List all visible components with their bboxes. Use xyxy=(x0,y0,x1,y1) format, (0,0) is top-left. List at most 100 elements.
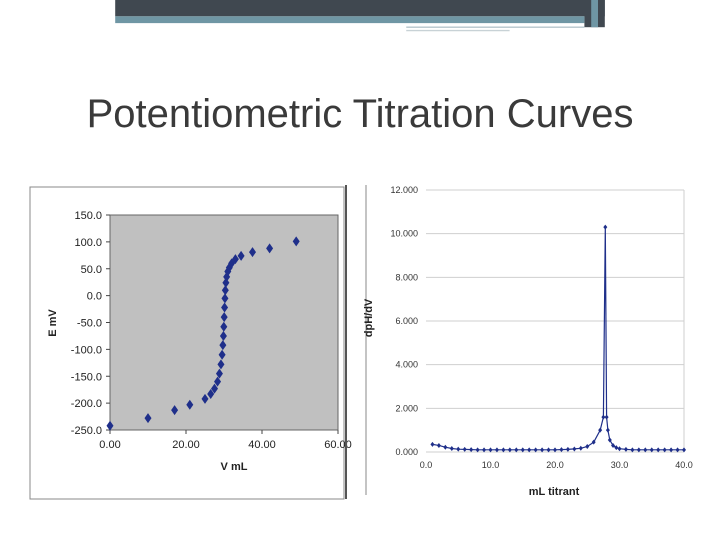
chart2-data-point xyxy=(501,447,506,453)
chart2-y-tick-label: 0.000 xyxy=(395,447,418,457)
chart2-data-point xyxy=(591,439,596,445)
chart1-data-point xyxy=(186,399,194,410)
chart2-data-point xyxy=(611,442,616,448)
chart2-data-point xyxy=(546,447,551,453)
chart1-data-point xyxy=(221,302,229,313)
chart2-data-point xyxy=(630,447,635,453)
chart1-data-point xyxy=(214,376,222,387)
chart2-data-point xyxy=(598,427,603,433)
chart1-data-point xyxy=(211,383,218,394)
chart2-series-line xyxy=(432,227,684,451)
chart2-data-point xyxy=(430,441,435,447)
chart1-x-tick-label: 60.00 xyxy=(324,439,352,451)
chart1-data-point xyxy=(144,413,152,424)
chart2-data-point xyxy=(643,447,648,453)
chart1-data-point xyxy=(237,250,245,261)
chart2-data-point xyxy=(649,447,654,453)
chart2-data-point xyxy=(578,445,583,451)
chart2-data-point xyxy=(436,442,441,448)
chart1-y-tick-label: 50.0 xyxy=(81,264,102,276)
chart2-data-point xyxy=(507,447,512,453)
chart1-y-tick-label: 150.0 xyxy=(74,210,102,222)
chart2-x-tick-label: 0.0 xyxy=(420,460,433,470)
chart2-x-tick-label: 10.0 xyxy=(482,460,500,470)
slide-title: Potentiometric Titration Curves xyxy=(86,92,634,136)
chart1-data-point xyxy=(292,236,300,247)
chart2-data-point xyxy=(669,447,674,453)
derivative-chart: 12.000 10.000 8.000 6.000 4.000 2.000 0.000 0.… xyxy=(363,185,693,498)
chart1-data-point xyxy=(225,262,233,273)
chart1-data-point xyxy=(221,293,229,304)
chart2-data-point xyxy=(603,224,608,230)
chart2-x-axis-label: mL titrant xyxy=(529,486,580,498)
chart1-x-tick-label: 0.00 xyxy=(99,439,120,451)
chart1-x-tick-label: 40.00 xyxy=(248,439,276,451)
chart1-data-point xyxy=(231,254,239,265)
chart2-data-point xyxy=(533,447,538,453)
chart1-data-point xyxy=(219,330,227,341)
chart1-data-point xyxy=(201,393,209,404)
chart1-x-tick-label: 20.00 xyxy=(172,439,200,451)
chart2-data-point xyxy=(494,447,499,453)
chart1-data-point xyxy=(249,247,256,258)
chart2-data-point xyxy=(456,446,461,452)
chart1-y-tick-label: -50.0 xyxy=(77,318,102,330)
chart1-data-point xyxy=(215,368,223,379)
chart2-y-tick-label: 8.000 xyxy=(395,272,418,282)
chart2-data-point xyxy=(617,446,622,452)
chart2-x-tick-label: 30.0 xyxy=(611,460,629,470)
chart2-data-point xyxy=(636,447,641,453)
chart2-data-point xyxy=(656,447,661,453)
chart2-data-point xyxy=(482,447,487,453)
top-bar-band xyxy=(115,0,605,17)
chart2-data-point xyxy=(449,446,454,452)
chart2-data-point xyxy=(462,446,467,452)
chart1-y-tick-label: -150.0 xyxy=(71,371,102,383)
potential-vs-volume-chart: 150.0 100.0 50.0 0.0 -50.0 -100.0 -150.0 -200.0… xyxy=(29,185,352,500)
chart2-data-point xyxy=(469,447,474,453)
chart1-y-axis-label: E mV xyxy=(47,309,59,337)
chart2-data-point xyxy=(604,414,609,420)
chart1-data-point xyxy=(221,285,229,296)
chart2-data-point xyxy=(572,446,577,452)
chart2-y-tick-label: 12.000 xyxy=(390,185,418,195)
chart1-y-tick-label: -200.0 xyxy=(71,398,102,410)
chart2-data-point xyxy=(553,447,557,453)
chart2-data-point xyxy=(675,447,680,453)
chart1-y-tick-label: 100.0 xyxy=(74,237,102,249)
top-bar-accent-stripe xyxy=(115,16,585,24)
chart2-data-point xyxy=(475,447,480,453)
chart2-data-point xyxy=(520,447,525,453)
chart1-y-tick-label: -250.0 xyxy=(71,425,102,437)
chart2-y-tick-label: 4.000 xyxy=(395,360,418,370)
chart2-x-tick-label: 20.0 xyxy=(546,460,564,470)
chart1-data-point xyxy=(218,349,226,360)
chart2-data-point xyxy=(605,427,610,433)
chart2-data-point xyxy=(559,447,564,453)
chart2-data-point xyxy=(601,414,606,420)
chart2-data-point xyxy=(527,447,532,453)
chart1-data-point xyxy=(266,243,274,254)
chart2-data-point xyxy=(585,444,590,450)
chart2-data-point xyxy=(682,447,686,453)
chart1-data-point xyxy=(219,340,227,351)
chart2-x-tick-label: 40.0 xyxy=(675,460,693,470)
chart2-data-point xyxy=(662,447,667,453)
chart2-data-point xyxy=(514,447,519,453)
chart1-data-point xyxy=(106,420,114,431)
chart2-y-axis-label: dpH/dV xyxy=(363,298,375,337)
chart1-data-point xyxy=(217,359,225,370)
chart1-y-tick-label: 0.0 xyxy=(87,291,102,303)
top-bar-accent-right xyxy=(591,0,598,28)
chart2-data-point xyxy=(443,444,448,450)
chart1-data-point xyxy=(220,321,228,332)
chart2-data-point xyxy=(607,437,612,443)
chart2-data-point xyxy=(623,446,628,452)
chart2-data-point xyxy=(565,446,570,452)
chart1-y-tick-label: -100.0 xyxy=(71,344,102,356)
chart2-data-point xyxy=(488,447,493,453)
chart2-y-tick-label: 2.000 xyxy=(395,403,418,413)
chart2-data-point xyxy=(614,445,619,451)
chart1-data-point xyxy=(220,312,228,323)
chart2-y-tick-label: 6.000 xyxy=(395,316,418,326)
